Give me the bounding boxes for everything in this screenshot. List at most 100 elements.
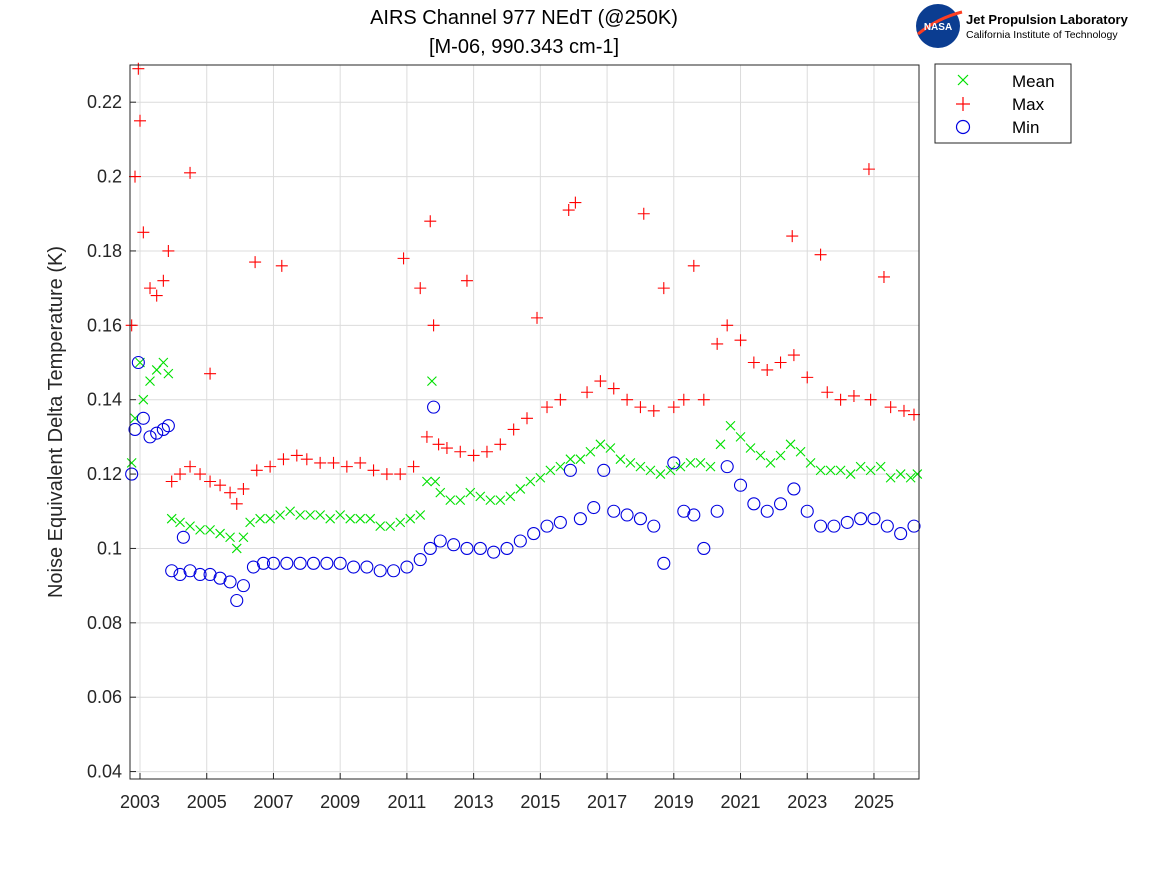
- data-point: [735, 431, 746, 442]
- data-point: [305, 510, 316, 520]
- data-point: [158, 357, 169, 368]
- chart-title: AIRS Channel 977 NEdT (@250K): [370, 7, 678, 29]
- x-tick-label: 2023: [787, 792, 827, 812]
- data-point: [293, 556, 307, 570]
- data-point: [195, 524, 205, 535]
- jpl-name: Jet Propulsion Laboratory: [966, 12, 1129, 27]
- data-point: [447, 538, 461, 552]
- data-point: [885, 472, 896, 483]
- nasa-badge-text: NASA: [924, 22, 952, 33]
- grid-lines: [130, 65, 919, 779]
- data-point: [594, 375, 607, 388]
- data-point: [625, 458, 636, 468]
- legend-max-label: Max: [1012, 95, 1045, 114]
- data-point: [405, 513, 416, 524]
- data-point: [697, 393, 710, 406]
- data-point: [554, 393, 567, 406]
- data-point: [620, 508, 634, 522]
- data-point: [433, 534, 447, 548]
- data-point: [825, 465, 836, 476]
- data-point: [581, 386, 594, 399]
- x-tick-label: 2017: [587, 792, 627, 812]
- data-point: [367, 464, 380, 477]
- data-point: [427, 376, 437, 386]
- data-point: [435, 487, 446, 498]
- data-point: [250, 464, 263, 477]
- data-point: [695, 458, 706, 468]
- data-point: [454, 445, 467, 458]
- data-point: [300, 453, 313, 466]
- data-point: [320, 556, 334, 570]
- data-point: [375, 521, 386, 532]
- plot-frame: [129, 64, 920, 780]
- data-point: [373, 564, 387, 578]
- data-point: [125, 467, 139, 481]
- data-point: [290, 449, 303, 462]
- data-point: [907, 519, 921, 533]
- x-tick-label: 2005: [187, 792, 227, 812]
- data-point: [230, 593, 244, 608]
- data-point: [720, 460, 734, 474]
- y-tick-label: 0.16: [87, 315, 122, 335]
- data-point: [165, 475, 178, 488]
- data-point: [162, 244, 175, 257]
- data-point: [126, 458, 137, 468]
- data-point: [655, 469, 666, 479]
- data-point: [733, 478, 748, 492]
- data-point: [144, 282, 157, 295]
- data-point: [137, 226, 150, 239]
- data-point: [605, 443, 616, 453]
- data-point: [176, 530, 190, 544]
- data-point: [697, 541, 711, 555]
- legend: Mean Max Min: [934, 63, 1072, 144]
- data-point: [541, 401, 554, 414]
- data-point: [387, 564, 401, 578]
- data-point: [615, 454, 626, 465]
- data-point: [801, 371, 814, 384]
- data-point: [467, 449, 480, 462]
- data-point: [573, 512, 587, 526]
- data-point: [854, 512, 868, 526]
- data-point: [715, 439, 726, 450]
- data-point: [773, 497, 788, 511]
- data-point: [553, 515, 567, 529]
- data-point: [607, 382, 620, 395]
- data-point: [165, 564, 179, 578]
- y-tick-labels: 0.04 0.06 0.08 0.1 0.12 0.14 0.16 0.18 0.2 0.22: [87, 92, 122, 781]
- data-point: [875, 461, 886, 472]
- data-point: [907, 408, 920, 421]
- data-point: [184, 166, 197, 179]
- data-point: [840, 515, 854, 529]
- data-point: [494, 438, 507, 451]
- data-point: [432, 438, 445, 451]
- data-point: [677, 393, 690, 406]
- data-point: [346, 560, 361, 574]
- data-point: [847, 389, 860, 402]
- data-point: [174, 468, 187, 481]
- y-tick-label: 0.12: [87, 464, 122, 484]
- data-point: [657, 282, 670, 295]
- legend-mean-marker: [957, 74, 969, 86]
- data-point: [565, 454, 576, 465]
- data-point: [427, 319, 440, 332]
- data-point: [787, 482, 801, 496]
- data-point: [755, 450, 766, 461]
- data-point: [647, 519, 661, 533]
- data-point: [814, 248, 827, 261]
- data-point: [747, 497, 761, 511]
- data-point: [230, 497, 243, 510]
- data-point: [465, 487, 476, 498]
- data-point: [912, 469, 923, 479]
- data-point: [134, 114, 147, 127]
- data-point: [204, 367, 217, 380]
- data-point: [427, 400, 441, 414]
- y-tick-label: 0.18: [87, 241, 122, 261]
- y-tick-label: 0.04: [87, 762, 122, 782]
- data-point: [306, 556, 321, 570]
- data-point: [587, 500, 601, 515]
- data-point: [525, 476, 536, 487]
- data-point: [422, 476, 432, 487]
- data-series: [125, 62, 923, 608]
- data-point: [865, 465, 876, 476]
